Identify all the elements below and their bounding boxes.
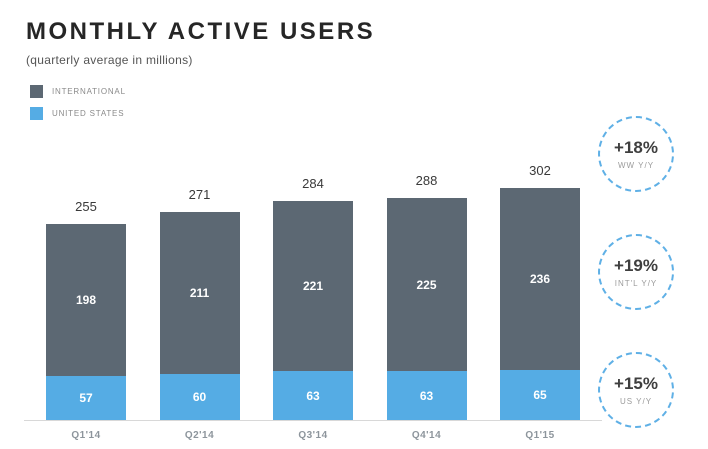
- page-title: MONTHLY ACTIVE USERS: [26, 18, 376, 45]
- us-growth-value: +15%: [614, 374, 658, 393]
- united-states-swatch: [30, 107, 43, 120]
- us-segment: 65: [500, 370, 580, 420]
- us-segment: 63: [273, 371, 353, 420]
- intl-growth-value: +19%: [614, 256, 658, 275]
- international-segment: 211: [159, 212, 240, 374]
- us-growth-badge: +15% US Y/Y: [598, 352, 674, 428]
- legend-item-international: INTERNATIONAL: [30, 85, 708, 98]
- bar-column: 284 221 63: [273, 176, 353, 420]
- international-segment: 198: [46, 224, 126, 376]
- bar-column: 302 236 65: [500, 163, 580, 420]
- legend-item-united-states: UNITED STATES: [30, 107, 708, 120]
- intl-growth-label: INT'L Y/Y: [614, 279, 658, 288]
- ww-growth-value: +18%: [614, 138, 658, 157]
- total-label: 255: [75, 199, 97, 214]
- category-label: Q4'14: [411, 430, 442, 441]
- legend: INTERNATIONAL UNITED STATES: [30, 85, 708, 120]
- total-label: 302: [529, 163, 551, 178]
- legend-label-united-states: UNITED STATES: [52, 109, 125, 118]
- us-segment: 57: [46, 376, 126, 420]
- total-label: 284: [302, 176, 324, 191]
- intl-growth-badge: +19% INT'L Y/Y: [598, 234, 674, 310]
- bar-chart: 255 198 57 271 211 60 284 221 63 288 225 63 302 236 65…: [24, 157, 602, 441]
- legend-label-international: INTERNATIONAL: [52, 87, 126, 96]
- x-axis-labels: Q1'14 Q2'14 Q3'14 Q4'14 Q1'15: [24, 421, 602, 441]
- category-label: Q1'14: [71, 430, 101, 441]
- us-segment: 60: [159, 374, 240, 420]
- growth-badges: +18% WW Y/Y +19% INT'L Y/Y +15% US Y/Y: [582, 116, 690, 428]
- international-segment: 225: [386, 198, 467, 371]
- category-label: Q2'14: [184, 430, 215, 441]
- category-label: Q3'14: [298, 430, 328, 441]
- bar-column: 288 225 63: [386, 173, 467, 420]
- bar-column: 271 211 60: [159, 187, 240, 420]
- chart-subtitle: (quarterly average in millions): [26, 53, 193, 67]
- total-label: 288: [415, 173, 438, 188]
- category-label: Q1'15: [525, 430, 555, 441]
- header: MONTHLY ACTIVE USERS (quarterly average …: [0, 0, 708, 67]
- international-segment: 221: [273, 201, 353, 371]
- total-label: 271: [188, 187, 211, 202]
- us-segment: 63: [386, 371, 467, 420]
- ww-growth-label: WW Y/Y: [617, 161, 655, 170]
- ww-growth-badge: +18% WW Y/Y: [598, 116, 674, 192]
- bars-plot-area: 255 198 57 271 211 60 284 221 63 288 225 63 302 236 65: [24, 157, 602, 421]
- bar-column: 255 198 57: [46, 199, 126, 420]
- us-growth-label: US Y/Y: [619, 397, 653, 406]
- international-swatch: [30, 85, 43, 98]
- international-segment: 236: [500, 188, 580, 370]
